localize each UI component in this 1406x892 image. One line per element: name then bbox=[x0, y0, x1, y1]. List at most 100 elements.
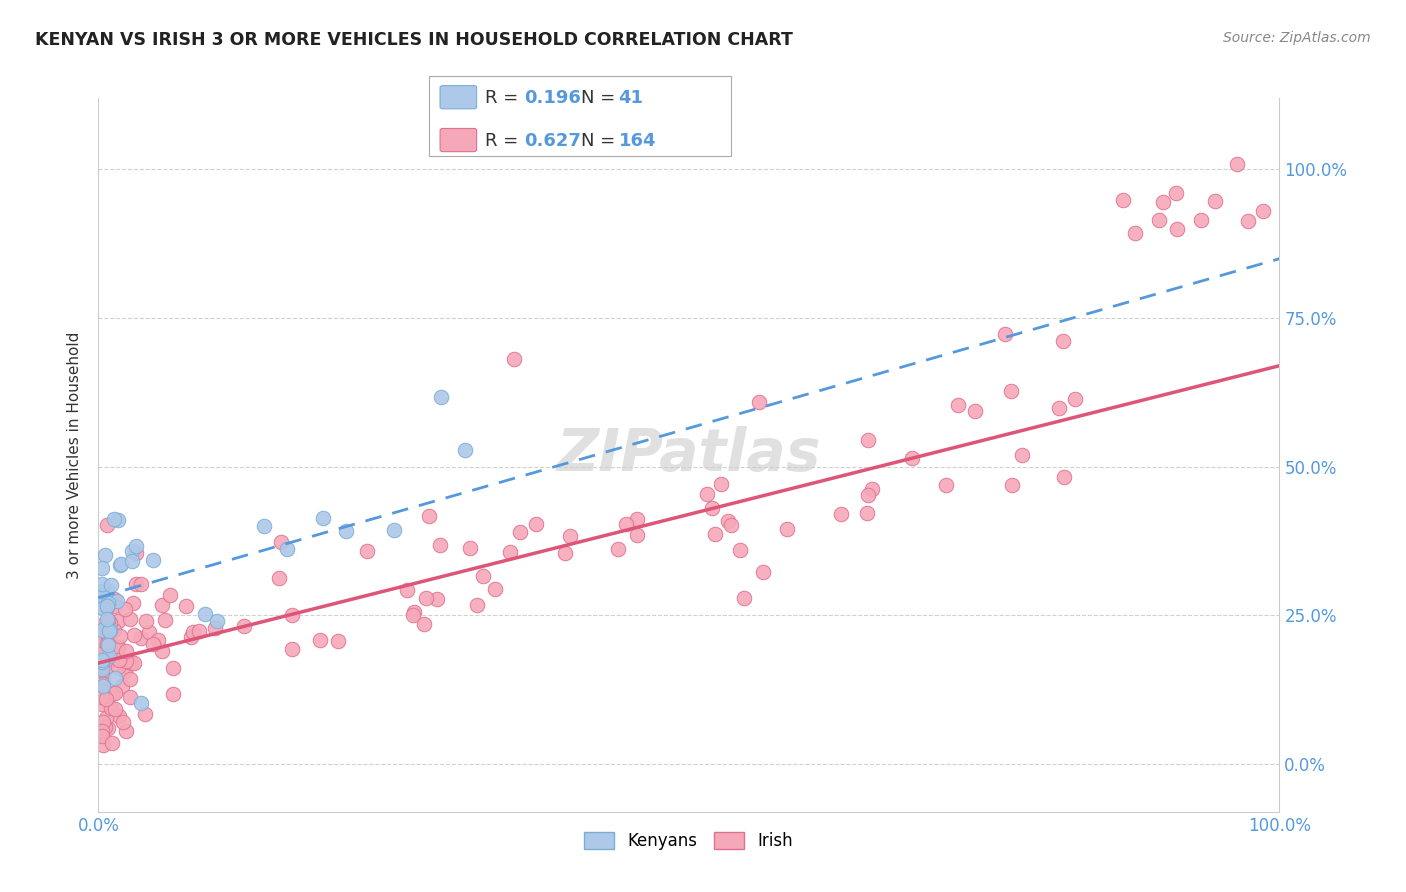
Point bbox=[96, 648, 118, 662]
Point bbox=[108, 653, 131, 667]
Point bbox=[103, 672, 125, 686]
Point bbox=[704, 526, 727, 541]
Point bbox=[1001, 478, 1024, 492]
Point bbox=[135, 614, 157, 628]
Point bbox=[465, 598, 488, 612]
Point bbox=[700, 501, 723, 516]
Point bbox=[96, 599, 118, 614]
Point bbox=[499, 544, 522, 558]
Point bbox=[856, 488, 879, 502]
Point bbox=[281, 608, 304, 623]
Point bbox=[91, 633, 114, 648]
Point bbox=[101, 736, 124, 750]
Point bbox=[91, 655, 114, 669]
Point bbox=[91, 560, 114, 574]
Point bbox=[91, 577, 114, 591]
Point bbox=[134, 706, 156, 721]
Point bbox=[94, 661, 117, 675]
Point bbox=[1112, 193, 1135, 207]
Point bbox=[125, 539, 148, 553]
Point bbox=[96, 611, 118, 625]
Point bbox=[105, 594, 128, 608]
Point bbox=[91, 690, 114, 705]
Point bbox=[614, 516, 637, 531]
Point bbox=[101, 686, 124, 700]
Text: ZIPatlas: ZIPatlas bbox=[557, 426, 821, 483]
Point bbox=[402, 608, 425, 623]
Point bbox=[728, 543, 751, 558]
Point bbox=[98, 623, 121, 637]
Point bbox=[115, 644, 138, 658]
Point bbox=[96, 599, 118, 613]
Point bbox=[97, 595, 120, 609]
Point bbox=[120, 690, 142, 704]
Point bbox=[395, 582, 418, 597]
Point bbox=[404, 605, 426, 619]
Point bbox=[194, 607, 217, 621]
Point bbox=[717, 514, 740, 528]
Point bbox=[91, 591, 114, 605]
Point bbox=[138, 624, 160, 639]
Point bbox=[107, 640, 129, 654]
Point bbox=[100, 578, 122, 592]
Point bbox=[900, 451, 922, 466]
Point bbox=[107, 642, 129, 657]
Point bbox=[232, 619, 254, 633]
Point bbox=[91, 655, 114, 669]
Point bbox=[253, 519, 276, 533]
Point bbox=[155, 613, 177, 627]
Point bbox=[91, 676, 114, 690]
Point bbox=[503, 352, 526, 367]
Point bbox=[856, 507, 879, 521]
Point bbox=[181, 625, 204, 640]
Point bbox=[204, 621, 226, 635]
Point bbox=[122, 596, 145, 610]
Point bbox=[114, 602, 136, 616]
Point bbox=[97, 624, 120, 639]
Point bbox=[91, 681, 114, 696]
Point bbox=[267, 571, 290, 585]
Point bbox=[103, 591, 125, 606]
Point bbox=[994, 327, 1017, 342]
Point bbox=[1166, 221, 1188, 235]
Point bbox=[1253, 204, 1275, 219]
Point bbox=[776, 522, 799, 536]
Point bbox=[107, 514, 129, 528]
Text: 41: 41 bbox=[619, 89, 644, 107]
Point bbox=[174, 599, 197, 614]
Point bbox=[91, 586, 114, 600]
Point bbox=[335, 524, 357, 539]
Point bbox=[104, 686, 127, 700]
Point bbox=[110, 557, 132, 571]
Point bbox=[91, 679, 114, 693]
Point bbox=[159, 588, 181, 602]
Point bbox=[97, 721, 120, 735]
Point bbox=[733, 591, 755, 606]
Point bbox=[1011, 448, 1033, 462]
Point bbox=[91, 637, 114, 651]
Point bbox=[626, 512, 648, 526]
Point bbox=[1189, 213, 1212, 227]
Point bbox=[91, 644, 114, 658]
Point bbox=[91, 697, 114, 711]
Point bbox=[111, 715, 134, 730]
Point bbox=[276, 542, 298, 557]
Point bbox=[187, 624, 209, 638]
Text: N =: N = bbox=[581, 132, 620, 150]
Point bbox=[554, 545, 576, 559]
Point bbox=[91, 623, 114, 637]
Point bbox=[430, 390, 453, 404]
Point bbox=[97, 613, 120, 627]
Point bbox=[115, 724, 138, 739]
Point bbox=[97, 625, 120, 640]
Point bbox=[97, 641, 120, 656]
Point bbox=[458, 541, 481, 556]
Point bbox=[606, 542, 628, 557]
Point bbox=[1064, 392, 1087, 406]
Point bbox=[124, 657, 146, 671]
Point bbox=[751, 565, 773, 579]
Point bbox=[129, 577, 152, 591]
Point bbox=[91, 617, 114, 632]
Point bbox=[382, 523, 405, 537]
Point bbox=[710, 476, 733, 491]
